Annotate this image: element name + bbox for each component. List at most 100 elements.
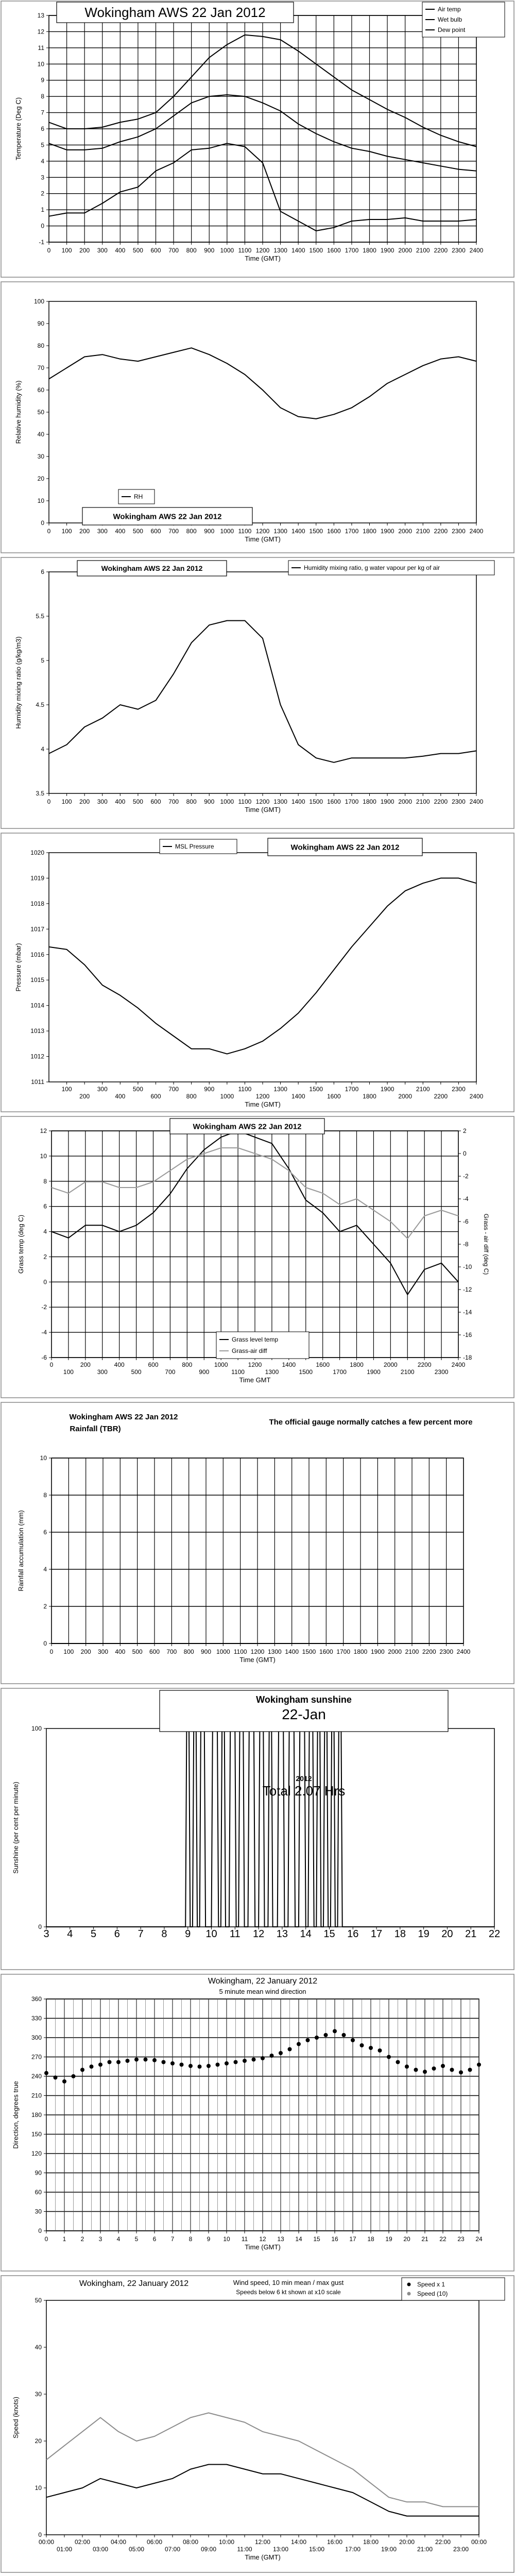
grass-temp-chart: -6 -4 -2 0 2 4 6 8 10 12 -18 -16 -14 -12 -10 -8 -6 -4 -2 0 2… [0, 1115, 515, 1399]
wind-speed-chart: 0 10 20 30 40 50 00:00 01:00 02:00 03:00 04:00 05:0… [0, 2275, 515, 2573]
x-tick-label: 1500 [309, 247, 323, 254]
x-tick-label: 1900 [371, 1648, 385, 1655]
data-point [44, 2071, 48, 2075]
x-tick-label: 300 [98, 1648, 108, 1655]
x-tick-label: 1400 [291, 528, 305, 535]
x-tick-label: 1700 [345, 247, 359, 254]
plot-area [48, 571, 477, 794]
x-tick-label: 1 [63, 2235, 66, 2243]
legend-label: Dew point [438, 26, 466, 33]
x-tick-label: 500 [133, 528, 143, 535]
y-tick-label: 6 [43, 1529, 47, 1536]
x-tick-label: 2200 [434, 528, 448, 535]
x-tick-label: 2200 [434, 1093, 448, 1100]
x-axis-label: Time (GMT) [239, 1656, 276, 1664]
y-axis-label: Speed (knots) [12, 2397, 20, 2438]
chart-title: Wokingham sunshine [256, 1694, 352, 1705]
x-tick-label: 1100 [231, 1368, 245, 1376]
series-line-0 [46, 1728, 494, 1927]
x-tick-label: 800 [182, 1361, 192, 1368]
y-right-tick-label: -2 [463, 1173, 469, 1180]
x-tick-label: 400 [115, 798, 125, 805]
x-tick-label: 700 [168, 1086, 179, 1093]
x-tick-label: 2200 [434, 247, 448, 254]
chart-title: Wokingham AWS 22 Jan 2012 [113, 512, 222, 521]
temperature-chart: -1 0 1 2 3 4 5 6 7 8 9 10 11 12 13 0 100 200 300 400 500 600 7… [0, 0, 515, 278]
x-tick-label: 09:00 [201, 2546, 216, 2553]
data-point [80, 2067, 84, 2072]
data-point [359, 2043, 364, 2047]
x-tick-label: 06:00 [147, 2538, 162, 2546]
y-tick-label: 90 [38, 320, 45, 327]
y-axis-label: Grass temp (deg C) [17, 1215, 25, 1274]
data-point [351, 2038, 355, 2042]
x-tick-label: 22:00 [435, 2538, 451, 2546]
x-tick-label: 13 [277, 1928, 288, 1940]
y-tick-label: 30 [35, 2208, 42, 2215]
series-line-0 [46, 2464, 479, 2517]
x-tick-label: 500 [132, 1648, 143, 1655]
x-tick-label: 19 [385, 2235, 392, 2243]
x-tick-label: 05:00 [129, 2546, 144, 2553]
y-tick-label: 50 [38, 409, 45, 416]
x-tick-label: 23 [457, 2235, 465, 2243]
legend-label: Grass level temp [232, 1336, 278, 1343]
data-point [477, 2062, 481, 2067]
data-point [53, 2075, 58, 2080]
x-tick-label: 1200 [248, 1361, 262, 1368]
sunshine-chart-svg: 0 100 3 4 5 6 7 8 9 10 11 12 13 14 15 16 17 18 19 20 21 22 Sun… [1, 1688, 514, 1970]
x-tick-label: 800 [186, 247, 197, 254]
y-tick-label: 40 [35, 2344, 42, 2351]
y-tick-label: 4 [43, 1228, 47, 1235]
y-tick-label: 0 [43, 1640, 47, 1647]
rainfall-chart: 0 2 4 6 8 10 0 100 200 300 400 500 600 700 800 900 1000 1… [0, 1401, 515, 1685]
x-tick-label: 2 [81, 2235, 84, 2243]
x-tick-label: 03:00 [93, 2546, 108, 2553]
data-point [207, 2064, 211, 2068]
x-tick-label: 2400 [470, 247, 484, 254]
x-tick-label: 2400 [470, 1093, 484, 1100]
y-tick-label: 270 [31, 2054, 42, 2061]
y-tick-label: -4 [41, 1329, 47, 1336]
x-tick-label: 0 [47, 798, 51, 805]
x-tick-label: 10 [205, 1928, 217, 1940]
y-tick-label: 1018 [30, 900, 44, 907]
x-tick-label: 22 [489, 1928, 500, 1940]
x-tick-label: 300 [97, 1086, 108, 1093]
x-tick-label: 200 [79, 798, 90, 805]
mixing-ratio-chart-svg: 3.5 4 4.5 5 5.5 6 0 100 200 300 400 500 600 700 800 900… [1, 557, 514, 829]
title-box [56, 2, 294, 23]
y-tick-label: 1020 [30, 849, 44, 856]
y-right-tick-label: -6 [463, 1218, 469, 1225]
x-tick-label: 1800 [363, 528, 376, 535]
x-tick-label: 700 [168, 798, 179, 805]
x-tick-label: 1100 [238, 528, 252, 535]
data-point [71, 2074, 76, 2078]
mixing-ratio-chart: 3.5 4 4.5 5 5.5 6 0 100 200 300 400 500 600 700 800 900… [0, 556, 515, 829]
y-tick-label: 0 [41, 519, 44, 527]
y-tick-label: 10 [40, 1153, 47, 1160]
x-tick-label: 1700 [345, 798, 359, 805]
x-tick-label: 1600 [327, 247, 341, 254]
data-point [305, 2038, 310, 2042]
x-tick-label: 00:00 [471, 2538, 487, 2546]
x-tick-label: 200 [81, 1648, 91, 1655]
chart-note: The official gauge normally catches a fe… [269, 1418, 472, 1427]
y-tick-label: 100 [31, 1725, 42, 1732]
y-right-tick-label: -18 [463, 1354, 472, 1361]
x-tick-label: 1300 [273, 528, 287, 535]
series-line-0 [48, 620, 477, 763]
y-tick-label: 0 [38, 1923, 42, 1930]
chart-subtitle: 22-Jan [282, 1706, 326, 1722]
y-tick-label: 3.5 [36, 790, 44, 797]
x-tick-label: 900 [201, 1648, 211, 1655]
x-tick-label: 1400 [291, 1093, 305, 1100]
y-tick-label: 5 [41, 141, 44, 148]
x-tick-label: 200 [79, 247, 90, 254]
y-tick-label: 20 [38, 475, 45, 482]
y-tick-label: 0 [38, 2531, 42, 2538]
chart-title: Wokingham AWS 22 Jan 2012 [84, 5, 265, 20]
x-axis-label: Time GMT [239, 1376, 271, 1384]
x-tick-label: 1500 [309, 528, 323, 535]
x-tick-label: 02:00 [75, 2538, 90, 2546]
